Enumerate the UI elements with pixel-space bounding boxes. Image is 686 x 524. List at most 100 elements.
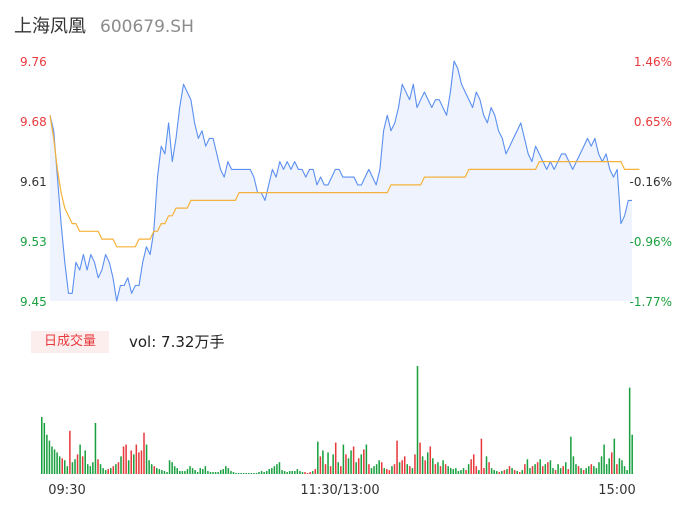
volume-bar [74, 459, 76, 474]
volume-bar [207, 471, 209, 474]
volume-bar [120, 456, 122, 474]
volume-bar [631, 434, 633, 474]
volume-bar [112, 466, 115, 474]
x-tick-0: 09:30 [48, 483, 85, 498]
volume-bar [92, 462, 94, 474]
volume-bar [171, 462, 173, 474]
volume-bar [426, 452, 429, 474]
volume-bar [444, 464, 447, 474]
volume-bar [572, 456, 575, 474]
volume-bar [498, 472, 501, 474]
x-tick-1: 11:30/13:00 [300, 483, 379, 498]
volume-bar [253, 473, 255, 474]
volume-bar [41, 417, 43, 474]
x-tick-2: 15:00 [598, 483, 635, 498]
volume-bar [363, 449, 365, 474]
volume-bar [628, 387, 631, 474]
volume-bar [623, 466, 626, 474]
volume-bar [355, 462, 357, 474]
stock-header: 上海凤凰 600679.SH [14, 12, 194, 38]
volume-bar [391, 466, 393, 474]
y-tick-left-0: 9.76 [20, 55, 47, 69]
volume-bar [368, 464, 370, 474]
volume-bar [66, 466, 69, 474]
volume-bar [258, 472, 260, 474]
volume-bar [626, 470, 628, 474]
volume-bar [419, 442, 421, 474]
volume-bar [342, 444, 345, 474]
volume-bar [388, 470, 391, 474]
volume-bar [71, 462, 74, 474]
volume-bar [616, 464, 618, 474]
volume-bar [143, 432, 145, 474]
volume-bar [518, 472, 521, 474]
y-tick-right-2: -0.16% [630, 175, 672, 189]
volume-bar [332, 454, 334, 474]
volume-bar [554, 470, 557, 474]
volume-bar [490, 468, 493, 474]
volume-bar [237, 473, 240, 474]
volume-bar [598, 462, 600, 474]
volume-bar [503, 470, 506, 474]
volume-bar [495, 471, 498, 474]
volume-bar [580, 468, 582, 474]
volume-tag: 日成交量 [31, 331, 109, 353]
volume-bar [283, 471, 286, 474]
volume-bar [232, 472, 235, 474]
volume-bar [462, 468, 465, 474]
volume-bar [442, 460, 444, 474]
volume-bar [168, 460, 171, 474]
volume-bar [225, 466, 227, 474]
stock-name: 上海凤凰 [14, 16, 86, 37]
volume-bar [465, 470, 467, 474]
volume-bar [294, 471, 296, 474]
volume-bar [429, 446, 432, 474]
volume-bar [365, 444, 368, 474]
volume-bar [245, 473, 248, 474]
volume-bar [562, 466, 564, 474]
volume-bar [375, 464, 378, 474]
volume-bar [53, 449, 56, 474]
volume-bar [281, 470, 283, 474]
volume-bar [309, 472, 311, 474]
volume-bar [409, 466, 411, 474]
volume-bar [87, 464, 89, 474]
volume-bar [173, 466, 176, 474]
volume-bar [97, 459, 99, 474]
volume-bar [299, 471, 301, 474]
volume-bar [357, 458, 360, 474]
volume-bar [393, 464, 396, 474]
volume-bar [194, 470, 196, 474]
y-tick-right-0: 1.46% [634, 55, 672, 69]
volume-bar [536, 462, 539, 474]
volume-bar [314, 469, 317, 474]
volume-bar [76, 454, 79, 474]
volume-bar [593, 466, 595, 474]
volume-bar [611, 452, 613, 474]
volume-bar [43, 422, 46, 474]
volume-bar [46, 434, 48, 474]
volume-bar [140, 450, 143, 474]
volume-bar [414, 454, 416, 474]
volume-bar [350, 450, 352, 474]
volume-bar [156, 468, 158, 474]
volume-bar [181, 471, 184, 474]
volume-bar [196, 472, 199, 474]
volume-bar [564, 462, 567, 474]
volume-bar [493, 470, 495, 474]
volume-bar [265, 471, 268, 474]
volume-bar [439, 466, 442, 474]
price-line [49, 60, 632, 302]
volume-bar [360, 454, 363, 474]
stock-code: 600679.SH [100, 17, 194, 37]
volume-bar [447, 466, 449, 474]
volume-bar [559, 468, 562, 474]
volume-bar [621, 460, 623, 474]
volume-bar [521, 470, 524, 474]
volume-bar [199, 468, 201, 474]
volume-bar [457, 471, 460, 474]
volume-bar [186, 469, 189, 474]
volume-bar [166, 472, 168, 474]
volume-bar [485, 456, 488, 474]
